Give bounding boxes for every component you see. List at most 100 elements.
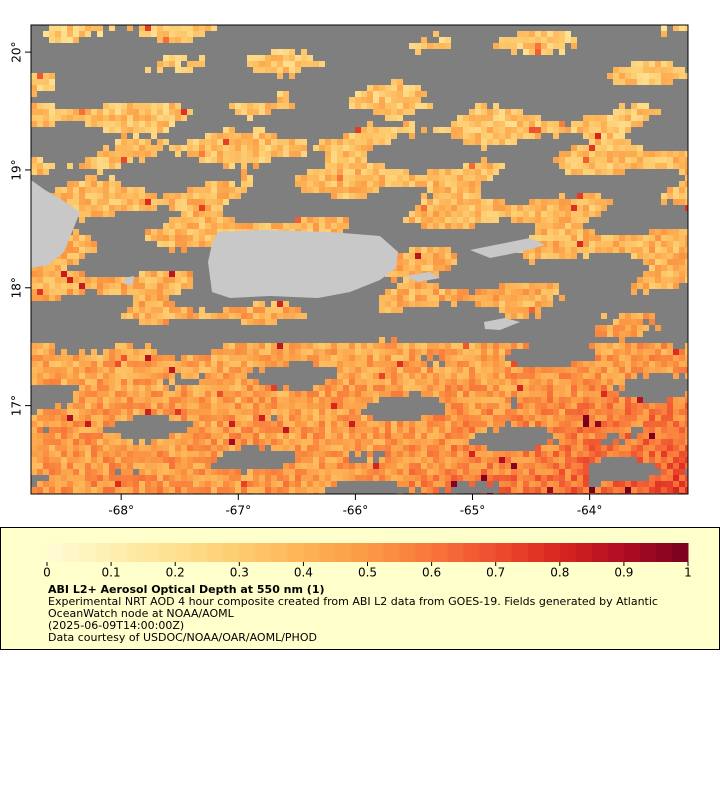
aod-pixel [265, 307, 271, 313]
aod-pixel [529, 463, 535, 469]
aod-pixel [499, 403, 505, 409]
aod-pixel [403, 97, 409, 103]
aod-pixel [85, 433, 91, 439]
aod-pixel [235, 373, 241, 379]
aod-pixel [685, 235, 688, 241]
aod-pixel [289, 397, 295, 403]
aod-pixel [595, 367, 601, 373]
aod-pixel [103, 103, 109, 109]
aod-pixel [445, 181, 451, 187]
aod-pixel [205, 475, 211, 481]
aod-pixel [529, 301, 535, 307]
aod-pixel [589, 157, 595, 163]
aod-pixel [349, 151, 355, 157]
aod-pixel [481, 367, 487, 373]
aod-pixel [259, 223, 265, 229]
aod-pixel [31, 283, 37, 289]
aod-pixel [601, 121, 607, 127]
aod-pixel [235, 403, 241, 409]
aod-pixel [601, 241, 607, 247]
aod-pixel [55, 115, 61, 121]
aod-pixel [469, 451, 475, 457]
aod-pixel [217, 445, 223, 451]
aod-pixel [145, 229, 151, 235]
aod-pixel [73, 277, 79, 283]
aod-pixel [553, 469, 559, 475]
colorbar-swatch [271, 543, 288, 562]
aod-pixel [55, 457, 61, 463]
aod-pixel [187, 415, 193, 421]
aod-pixel [625, 121, 631, 127]
aod-pixel [313, 187, 319, 193]
aod-pixel [43, 271, 49, 277]
aod-pixel [649, 481, 655, 487]
colorbar-swatch [495, 543, 513, 562]
aod-pixel [145, 343, 151, 349]
aod-pixel [163, 445, 169, 451]
aod-pixel [97, 421, 103, 427]
aod-pixel [463, 463, 469, 469]
aod-pixel [349, 403, 355, 409]
aod-pixel [469, 115, 475, 121]
aod-pixel [385, 445, 391, 451]
aod-pixel [655, 457, 661, 463]
aod-pixel [487, 295, 493, 301]
aod-pixel [463, 199, 469, 205]
aod-pixel [241, 133, 247, 139]
aod-pixel [193, 385, 199, 391]
aod-pixel [187, 427, 193, 433]
aod-pixel [511, 115, 517, 121]
aod-pixel [205, 205, 211, 211]
aod-pixel [97, 283, 103, 289]
aod-pixel [457, 169, 463, 175]
aod-pixel [187, 25, 193, 31]
aod-pixel [613, 415, 619, 421]
aod-pixel [559, 427, 565, 433]
aod-pixel [133, 289, 139, 295]
aod-pixel [223, 391, 229, 397]
aod-pixel [115, 181, 121, 187]
aod-pixel [43, 31, 49, 37]
aod-pixel [607, 349, 613, 355]
aod-pixel [613, 331, 619, 337]
aod-pixel [541, 295, 547, 301]
aod-pixel [373, 97, 379, 103]
aod-pixel [247, 409, 253, 415]
aod-pixel [571, 451, 577, 457]
aod-pixel [469, 205, 475, 211]
aod-pixel [157, 301, 163, 307]
aod-pixel [427, 457, 433, 463]
aod-pixel [571, 229, 577, 235]
aod-pixel [631, 445, 637, 451]
aod-pixel [91, 121, 97, 127]
aod-pixel [583, 367, 589, 373]
colorbar-swatch [191, 543, 208, 562]
aod-pixel [337, 427, 343, 433]
aod-pixel [241, 397, 247, 403]
aod-pixel [613, 379, 619, 385]
aod-pixel [475, 301, 481, 307]
aod-pixel [181, 403, 187, 409]
aod-pixel [127, 379, 133, 385]
aod-pixel [67, 253, 73, 259]
aod-pixel [91, 427, 97, 433]
aod-pixel [445, 427, 451, 433]
aod-pixel [43, 487, 49, 493]
aod-pixel [127, 481, 133, 487]
aod-pixel [487, 133, 493, 139]
aod-pixel [73, 283, 79, 289]
aod-pixel [595, 415, 601, 421]
aod-pixel [463, 355, 469, 361]
aod-pixel [373, 469, 379, 475]
aod-pixel [451, 187, 457, 193]
aod-pixel [133, 391, 139, 397]
aod-pixel [169, 235, 175, 241]
aod-pixel [673, 439, 679, 445]
aod-pixel [175, 67, 181, 73]
aod-pixel [469, 217, 475, 223]
aod-pixel [517, 463, 523, 469]
aod-pixel [349, 169, 355, 175]
aod-pixel [121, 145, 127, 151]
aod-pixel [571, 241, 577, 247]
aod-pixel [127, 127, 133, 133]
